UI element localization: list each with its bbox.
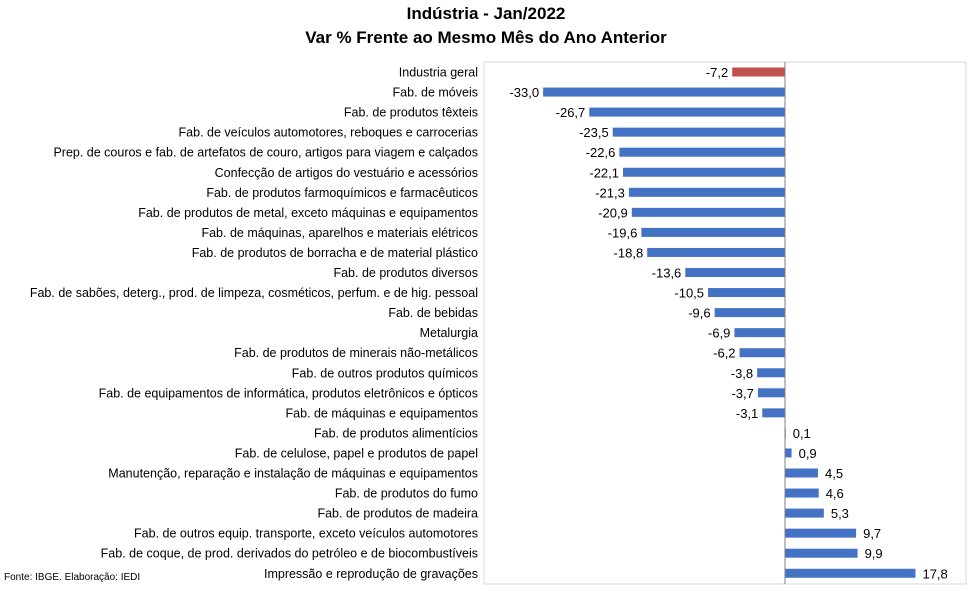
bar: [647, 247, 785, 257]
category-label: Fab. de produtos alimentícios: [314, 426, 478, 440]
data-label: 4,6: [826, 486, 844, 501]
data-label: -18,8: [614, 245, 644, 260]
source-note: Fonte: IBGE. Elaboração: IEDI: [4, 572, 141, 583]
bar: [631, 207, 785, 217]
data-label: 0,1: [793, 426, 811, 441]
data-label: -7,2: [706, 65, 728, 80]
data-label: 5,3: [831, 506, 849, 521]
bar: [785, 548, 858, 558]
data-label: -6,9: [708, 326, 730, 341]
data-label: -22,1: [589, 165, 619, 180]
bar: [757, 388, 785, 398]
category-label: Fab. de produtos diversos: [333, 266, 478, 280]
category-label: Fab. de celulose, papel e produtos de pa…: [235, 446, 478, 460]
bar: [734, 328, 785, 338]
bar: [543, 87, 785, 97]
category-label: Fab. de máquinas, aparelhos e materiais …: [201, 226, 478, 240]
bar: [628, 187, 785, 197]
bar: [785, 528, 857, 538]
bar: [732, 67, 785, 77]
data-label: -3,8: [731, 366, 753, 381]
category-label: Metalurgia: [420, 326, 478, 340]
category-label: Fab. de produtos de borracha e de materi…: [192, 246, 478, 260]
category-label: Fab. de outros produtos químicos: [292, 366, 478, 380]
category-label: Fab. de veículos automotores, reboques e…: [179, 126, 478, 140]
category-label: Industria geral: [399, 66, 478, 80]
data-label: -20,9: [598, 205, 628, 220]
data-label: -3,7: [731, 386, 753, 401]
data-label: -19,6: [608, 225, 638, 240]
data-label: 0,9: [799, 446, 817, 461]
data-label: -13,6: [652, 266, 682, 281]
category-label: Fab. de outros equip. transporte, exceto…: [134, 527, 478, 541]
category-label: Fab. de equipamentos de informática, pro…: [99, 386, 478, 400]
category-label: Fab. de coque, de prod. derivados do pet…: [101, 547, 478, 561]
data-label: -9,6: [688, 306, 710, 321]
bar: [708, 288, 785, 298]
bar: [619, 147, 785, 157]
bar: [757, 368, 785, 378]
category-label: Fab. de produtos têxteis: [344, 106, 478, 120]
category-label: Fab. de produtos do fumo: [335, 487, 478, 501]
category-label: Manutenção, reparação e instalação de má…: [108, 467, 478, 481]
category-label: Fab. de sabões, deterg., prod. de limpez…: [30, 286, 478, 300]
data-label: -33,0: [509, 85, 539, 100]
category-label: Fab. de móveis: [393, 86, 478, 100]
category-label: Confecção de artigos do vestuário e aces…: [215, 166, 478, 180]
plot-area-border: [483, 61, 967, 585]
chart-subtitle: Var % Frente ao Mesmo Mês do Ano Anterio…: [305, 28, 667, 47]
chart-title: Indústria - Jan/2022: [406, 4, 566, 23]
data-label: -6,2: [713, 346, 735, 361]
bar: [612, 127, 785, 137]
data-label: 17,8: [922, 566, 947, 581]
bar: [714, 308, 785, 318]
bar: [589, 107, 785, 117]
category-label: Fab. de produtos de madeira: [317, 507, 478, 521]
category-label: Impressão e reprodução de gravações: [264, 567, 478, 581]
data-label: -21,3: [595, 185, 625, 200]
data-label: 9,7: [863, 526, 881, 541]
bar: [641, 227, 785, 237]
category-label: Fab. de bebidas: [388, 306, 478, 320]
bar: [785, 568, 916, 578]
category-label: Fab. de máquinas e equipamentos: [286, 406, 479, 420]
bar: [739, 348, 785, 358]
category-label: Fab. de produtos farmoquímicos e farmacê…: [206, 186, 478, 200]
bar: [762, 408, 785, 418]
bar: [685, 268, 785, 277]
data-label: -23,5: [579, 125, 609, 140]
category-label: Fab. de produtos de metal, exceto máquin…: [138, 206, 478, 220]
bar: [785, 488, 819, 498]
data-label: -26,7: [556, 105, 586, 120]
bar: [785, 508, 824, 518]
data-label: 9,9: [865, 546, 883, 561]
bar: [623, 167, 785, 177]
data-label: -3,1: [736, 406, 758, 421]
data-label: 4,5: [825, 466, 843, 481]
data-label: -22,6: [586, 145, 616, 160]
category-label: Fab. de produtos de minerais não-metálic…: [234, 346, 478, 360]
bar: [785, 468, 818, 478]
bar: [785, 448, 792, 458]
category-label: Prep. de couros e fab. de artefatos de c…: [53, 146, 478, 160]
data-label: -10,5: [674, 286, 704, 301]
